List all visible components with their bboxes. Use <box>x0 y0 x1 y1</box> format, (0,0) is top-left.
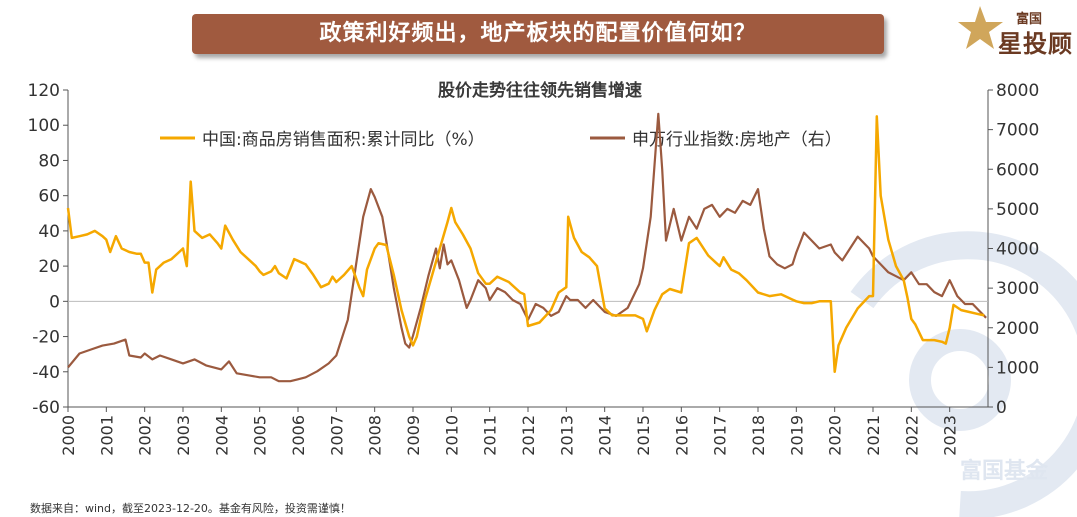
watermark-logo-icon <box>850 231 1077 517</box>
x-tick-label: 2020 <box>826 415 845 456</box>
y-left-tick-label: 80 <box>38 151 60 171</box>
x-tick-label: 2016 <box>672 415 691 456</box>
y-right-tick-label: 2000 <box>996 319 1039 339</box>
y-right-tick-label: 6000 <box>996 160 1039 180</box>
axes: 120 100 80 60 40 20 0 -20 -40 -60 8000 7000 6000 5000… <box>28 81 1040 456</box>
watermark-text: 富国基金 <box>960 458 1049 484</box>
y-left-tick-label: 0 <box>49 292 60 312</box>
y-right-tick-label: 0 <box>996 398 1007 418</box>
x-tick-label: 2021 <box>864 415 883 456</box>
x-tick-label: 2013 <box>557 415 576 456</box>
y-right-tick-label: 1000 <box>996 358 1039 378</box>
x-tick-label: 2012 <box>519 415 538 456</box>
x-tick-label: 2019 <box>787 415 806 456</box>
x-tick-label: 2008 <box>366 415 385 456</box>
y-right-tick-label: 5000 <box>996 200 1039 220</box>
footnote: 数据来自：wind，截至2023-12-20。基金有风险，投资需谨慎！ <box>30 502 351 515</box>
x-tick-label: 2002 <box>136 415 155 456</box>
watermark: 富国基金 <box>850 231 1077 517</box>
x-tick-label: 2022 <box>902 415 921 456</box>
y-left-tick-label: 100 <box>28 116 60 136</box>
x-tick-label: 2003 <box>174 415 193 456</box>
logo-text-main: 星投顾 <box>998 29 1073 58</box>
chart-title: 股价走势往往领先销售增速 <box>438 80 642 101</box>
x-tick-label: 2007 <box>327 415 346 456</box>
y-left-tick-label: 20 <box>38 257 60 277</box>
series <box>66 112 987 383</box>
y-left-tick-label: -60 <box>32 398 60 418</box>
x-tick-label: 2018 <box>749 415 768 456</box>
x-tick-label: 2023 <box>941 415 960 456</box>
x-tick-label: 2017 <box>711 415 730 456</box>
x-tick-label: 2014 <box>596 415 615 456</box>
y-left-tick-label: -40 <box>32 363 60 383</box>
y-right-tick-label: 8000 <box>996 81 1039 101</box>
x-tick-label: 2001 <box>97 415 116 456</box>
y-right-tick-label: 7000 <box>996 121 1039 141</box>
y-left-tick-label: -20 <box>32 328 60 348</box>
x-tick-label: 2004 <box>212 415 231 456</box>
x-tick-label: 2011 <box>481 415 500 456</box>
x-tick-label: 2009 <box>404 415 423 456</box>
legend: 中国:商品房销售面积:累计同比（%） 申万行业指数:房地产（右） <box>160 130 842 150</box>
x-tick-label: 2000 <box>59 415 78 456</box>
legend-index: 申万行业指数:房地产（右） <box>632 130 842 150</box>
y-left-tick-label: 60 <box>38 187 60 207</box>
y-right-tick-label: 3000 <box>996 279 1039 299</box>
x-tick-label: 2006 <box>289 415 308 456</box>
x-tick-label: 2015 <box>634 415 653 456</box>
y-left-tick-label: 120 <box>28 81 60 101</box>
legend-sales: 中国:商品房销售面积:累计同比（%） <box>202 130 485 150</box>
logo-text-small: 富国 <box>1016 12 1043 27</box>
x-tick-label: 2010 <box>442 415 461 456</box>
series-line-sales <box>66 115 985 374</box>
x-tick-label: 2005 <box>251 415 270 456</box>
banner-title: 政策利好频出，地产板块的配置价值何如？ <box>192 14 884 54</box>
y-left-tick-label: 40 <box>38 222 60 242</box>
y-right-tick-label: 4000 <box>996 240 1039 260</box>
star-logo-icon <box>958 6 1003 49</box>
series-line-index <box>67 112 987 383</box>
